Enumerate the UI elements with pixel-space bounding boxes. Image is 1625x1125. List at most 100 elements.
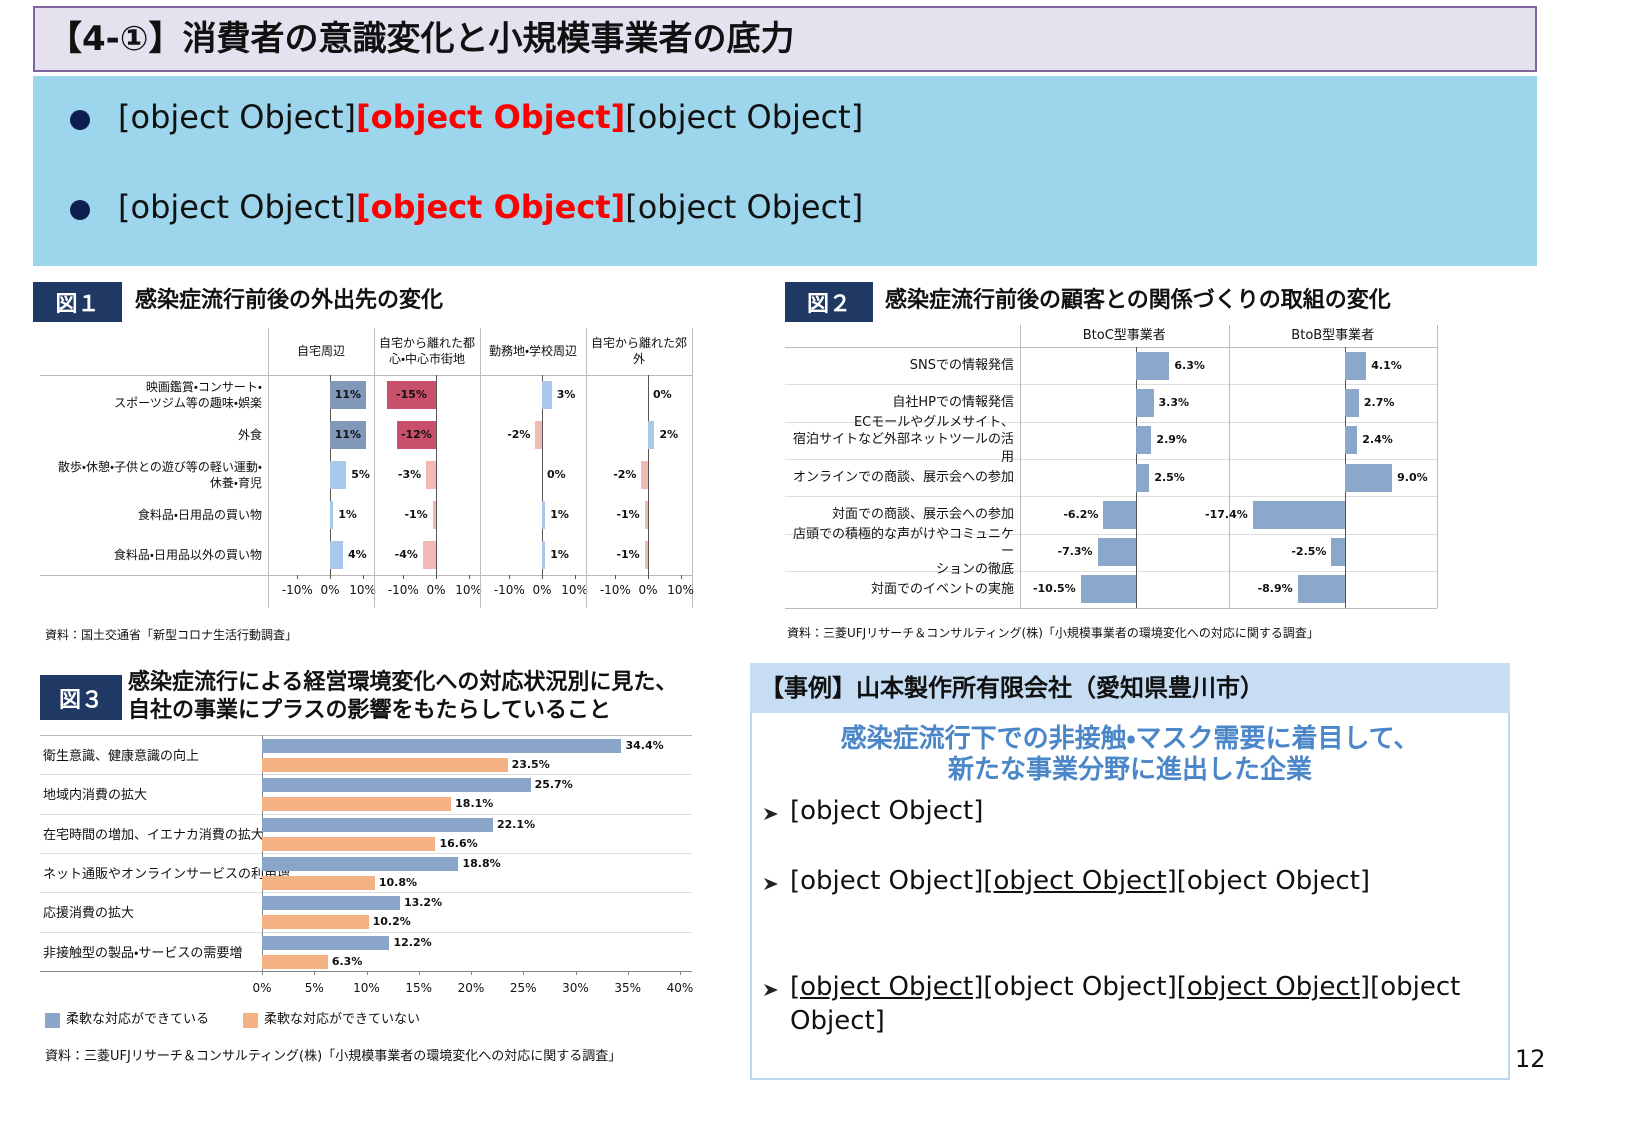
category-label: オンラインでの商談、展示会への参加: [792, 469, 1014, 485]
tick-mark: [471, 970, 472, 975]
x-tick-label: 10%: [561, 583, 588, 597]
category-label: 散歩・休憩・子供との遊び等の軽い運動・ 休養・育児: [57, 459, 262, 490]
bar: [426, 461, 436, 489]
figure-title: 感染症流行による経営環境変化への対応状況別に見た、 自社の事業にプラスの影響をも…: [128, 670, 678, 723]
x-tick-label: 10%: [667, 583, 694, 597]
bar: [422, 541, 436, 569]
bar: [1331, 538, 1345, 567]
value-label: 4%: [348, 548, 367, 561]
bar: [262, 778, 531, 793]
rule-line: [692, 328, 693, 608]
legend-swatch: [243, 1013, 258, 1028]
facet-header: BtoC型事業者: [1082, 327, 1166, 343]
rule-line: [40, 970, 692, 972]
value-label: -10.5%: [1032, 582, 1076, 596]
bar: [262, 758, 508, 772]
arrow-icon: [764, 984, 778, 996]
rule-line: [40, 774, 692, 776]
rule-line: [785, 496, 1437, 498]
source-note: 資料：国土交通省「新型コロナ生活行動調査」: [45, 628, 298, 642]
value-label: 2.5%: [1154, 470, 1185, 484]
facet-header: BtoB型事業者: [1291, 327, 1375, 343]
bar: [387, 381, 436, 409]
text-segment: [object Object]: [118, 188, 356, 226]
summary-box: [33, 76, 1537, 266]
bar: [1136, 388, 1154, 417]
tick-mark: [647, 575, 649, 579]
category-label: 自社HPでの情報発信: [892, 395, 1014, 411]
legend-swatch: [45, 1013, 60, 1028]
tick-mark: [418, 970, 420, 975]
x-tick-label: 40%: [666, 980, 694, 995]
text-segment: [object Object]: [790, 866, 984, 896]
x-tick-label: 20%: [457, 980, 485, 995]
bar: [644, 541, 648, 569]
bullet-arrow: [762, 982, 780, 998]
value-label: 3.3%: [1158, 395, 1190, 409]
value-label: -1%: [616, 548, 640, 561]
value-label: 34.4%: [625, 739, 664, 752]
x-tick-label: 0%: [532, 583, 552, 597]
value-label: 2.4%: [1362, 433, 1393, 447]
rule-line: [1020, 325, 1021, 608]
bar: [329, 421, 366, 449]
case-bullet-text: [object Object][object Object][object Ob…: [790, 970, 1502, 1038]
value-label: 10.8%: [378, 875, 418, 889]
rule-line: [1228, 325, 1230, 608]
value-label: 10.2%: [372, 915, 411, 929]
x-tick-label: -10%: [387, 583, 419, 597]
tick-mark: [615, 575, 617, 579]
value-label: -15%: [396, 388, 427, 401]
category-label: 地域内消費の拡大: [43, 788, 148, 804]
facet-header: 自宅から離れた都心・中心市街地: [378, 335, 475, 366]
value-label: -4%: [394, 548, 418, 561]
bar: [262, 856, 459, 871]
bar: [329, 461, 347, 489]
x-tick-label: 10%: [353, 980, 380, 995]
value-label: 2%: [659, 428, 679, 441]
category-label: 対面での商談、展示会への参加: [831, 507, 1014, 523]
bar: [541, 541, 546, 569]
legend-label: 柔軟な対応ができていない: [264, 1012, 421, 1027]
x-tick-label: 0%: [252, 980, 272, 995]
bar: [1252, 500, 1345, 529]
bar: [1103, 500, 1137, 529]
x-tick-label: 0%: [426, 583, 446, 597]
rule-line: [435, 375, 437, 575]
value-label: -1%: [404, 508, 428, 521]
tick-mark: [297, 575, 299, 579]
rule-line: [40, 813, 692, 815]
bar: [1136, 351, 1170, 380]
rule-line: [40, 575, 692, 576]
bar: [396, 421, 436, 449]
case-title: 【事例】山本製作所有限会社（愛知県豊川市）: [760, 674, 1264, 702]
tick-mark: [523, 970, 525, 975]
tick-mark: [435, 575, 437, 579]
slide-title: 【4-①】消費者の意識変化と小規模事業者の底力: [48, 19, 795, 59]
text-segment: [object Object]: [790, 972, 1461, 1036]
category-label: 在宅時間の増加、イエナカ消費の拡大: [43, 827, 264, 843]
value-label: 5%: [351, 468, 370, 481]
bar: [1297, 575, 1345, 604]
rule-line: [647, 375, 649, 575]
bar: [262, 915, 369, 930]
x-tick-label: 5%: [304, 980, 324, 995]
x-tick-label: 25%: [509, 980, 537, 995]
text-segment: [object Object]: [118, 98, 356, 136]
category-label: 外食: [237, 427, 262, 442]
bar: [1097, 538, 1137, 567]
case-subtitle: 感染症流行下での非接触・マスク需要に着目して、 新たな事業分野に進出した企業: [840, 724, 1420, 785]
value-label: 18.8%: [462, 856, 501, 870]
x-tick-label: -10%: [493, 583, 525, 597]
value-label: 9.0%: [1397, 470, 1428, 484]
value-label: -2%: [613, 468, 637, 481]
text-segment: [object Object]: [625, 98, 864, 136]
page-number: 12: [1515, 1045, 1546, 1073]
value-label: 2.9%: [1156, 433, 1187, 447]
case-bullet-text: [object Object]: [790, 794, 1502, 828]
tick-mark: [575, 970, 577, 975]
bullet-dot: [70, 110, 90, 130]
text-segment: [object Object]: [983, 866, 1177, 896]
tick-mark: [541, 575, 543, 579]
